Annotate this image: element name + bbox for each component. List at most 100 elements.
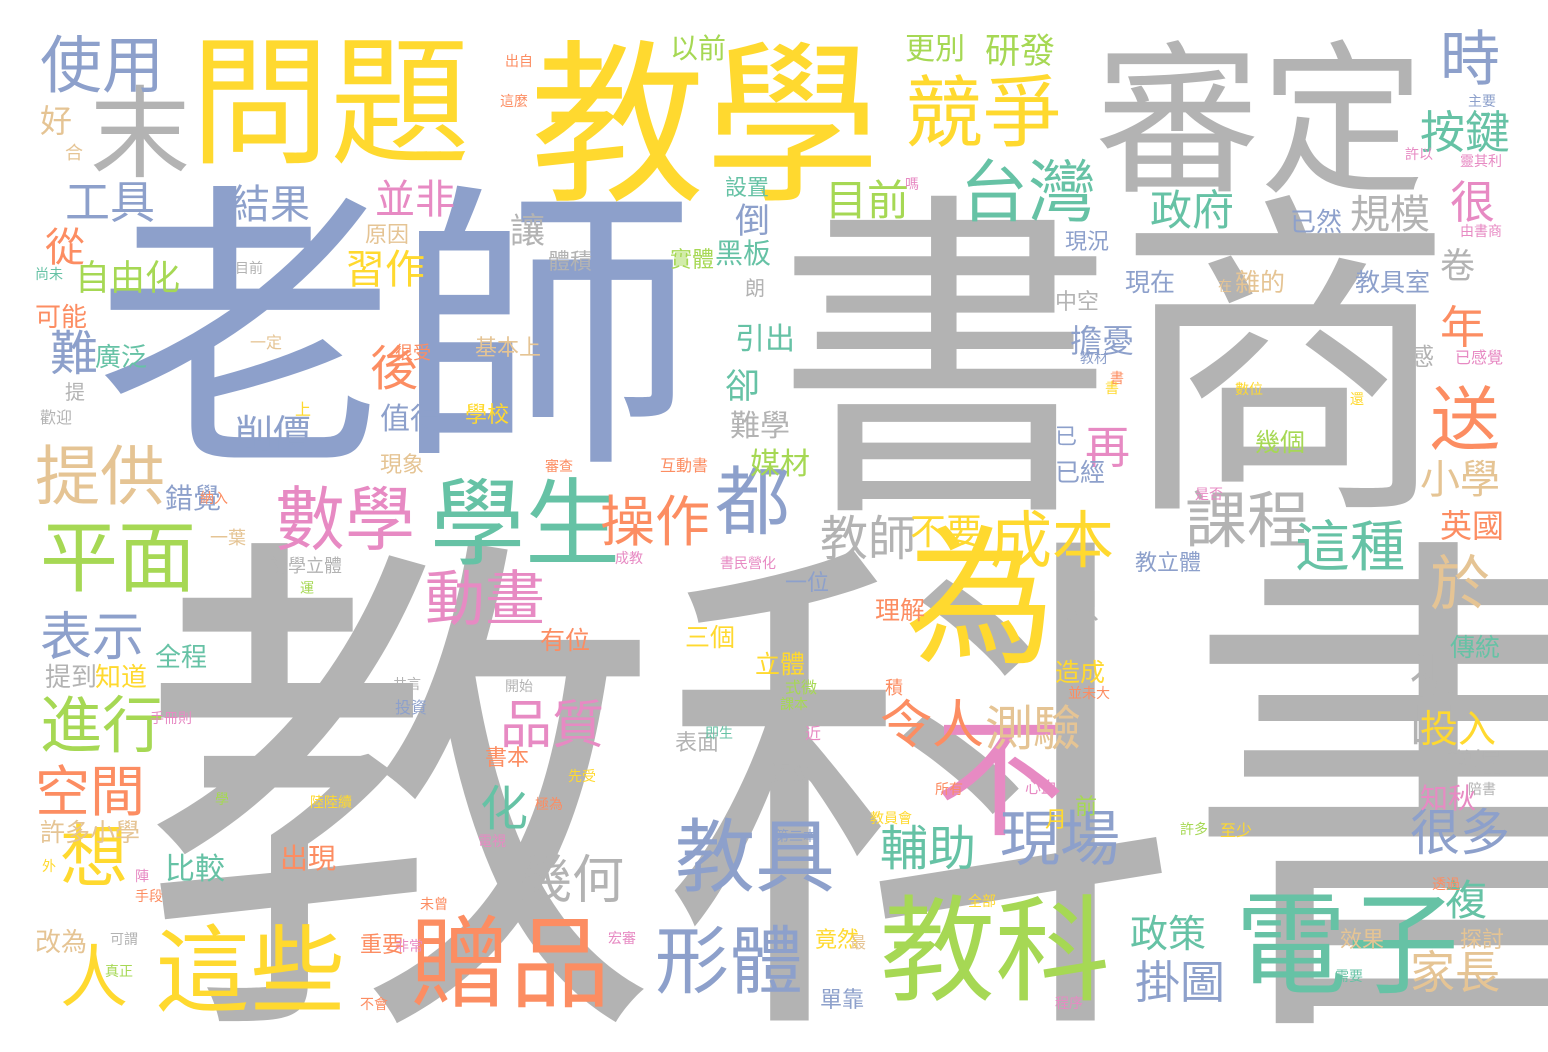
cloud-word: 這麼 bbox=[500, 94, 528, 110]
cloud-word: 學 bbox=[215, 792, 229, 808]
cloud-word: 現場 bbox=[1000, 805, 1120, 875]
cloud-word: 中空 bbox=[1055, 290, 1100, 315]
cloud-word: 時 bbox=[1440, 25, 1500, 95]
cloud-word: 即生 bbox=[705, 726, 733, 742]
cloud-word: 尚未 bbox=[35, 267, 63, 283]
cloud-word: 書本 bbox=[485, 746, 530, 771]
cloud-word: 擔憂 bbox=[1070, 322, 1135, 360]
cloud-word: 式微 bbox=[785, 678, 818, 697]
cloud-word: 比較 bbox=[165, 852, 225, 887]
cloud-word: 家長 bbox=[1410, 946, 1501, 999]
cloud-word: 書 bbox=[1105, 381, 1119, 397]
cloud-word: 工具 bbox=[65, 176, 156, 229]
cloud-word: 數位 bbox=[1235, 382, 1263, 398]
cloud-word: 並未大 bbox=[1068, 686, 1110, 702]
cloud-word: 成本 bbox=[990, 504, 1115, 577]
cloud-word: 知秋 bbox=[1420, 782, 1477, 815]
cloud-word: 表示 bbox=[40, 608, 145, 668]
cloud-word: 教科書 bbox=[140, 497, 1548, 1052]
cloud-word: 陸陸續 bbox=[310, 795, 352, 811]
cloud-word: 許多小學 bbox=[40, 818, 141, 847]
cloud-word: 表面 bbox=[675, 731, 720, 756]
cloud-word: 從 bbox=[45, 225, 85, 271]
cloud-word: 未曾 bbox=[420, 897, 448, 913]
cloud-word: 主要 bbox=[1468, 94, 1496, 110]
cloud-word: 研發 bbox=[985, 32, 1056, 72]
cloud-word: 教具室 bbox=[1355, 268, 1431, 297]
cloud-word: 重要 bbox=[360, 933, 405, 958]
cloud-word: 教科 bbox=[880, 885, 1111, 1019]
cloud-word: 造成 bbox=[1055, 658, 1106, 687]
cloud-word: 化 bbox=[480, 781, 529, 837]
cloud-word: 納入 bbox=[200, 491, 228, 507]
cloud-word: 更別 bbox=[905, 32, 965, 67]
cloud-word: 結果 bbox=[230, 182, 310, 228]
cloud-word: 很受 bbox=[395, 343, 431, 364]
cloud-word: 陪書 bbox=[1468, 782, 1496, 798]
cloud-word: 競爭 bbox=[905, 69, 1062, 159]
cloud-word: 提 bbox=[65, 380, 85, 404]
cloud-word: 以前 bbox=[670, 32, 727, 65]
cloud-word: 許多 bbox=[1180, 822, 1208, 838]
cloud-word: 輔助 bbox=[880, 821, 977, 877]
cloud-word: 效果 bbox=[1340, 928, 1385, 953]
cloud-word: 只 bbox=[1065, 587, 1101, 627]
cloud-word: 朗 bbox=[745, 276, 765, 300]
cloud-word: 自由化 bbox=[75, 259, 181, 299]
cloud-word: 小學 bbox=[1420, 457, 1500, 503]
cloud-word: 初學立體 bbox=[270, 556, 342, 577]
cloud-word: 教具 bbox=[675, 811, 835, 904]
cloud-word: 外 bbox=[42, 859, 56, 875]
cloud-word: 出自 bbox=[505, 54, 533, 70]
cloud-word: 使用 bbox=[40, 29, 165, 102]
cloud-word: 學校 bbox=[465, 403, 510, 428]
cloud-word: 削價 bbox=[235, 412, 312, 456]
cloud-word: 探討 bbox=[1460, 928, 1505, 953]
cloud-word: 竟然 bbox=[815, 928, 860, 953]
cloud-word: 令人 bbox=[880, 696, 985, 756]
cloud-word: 視圖 bbox=[1401, 650, 1457, 746]
cloud-word: 投資 bbox=[395, 698, 428, 717]
cloud-word: 目前 bbox=[235, 261, 263, 277]
cloud-word: 實體 bbox=[670, 248, 715, 273]
cloud-word: 非常 bbox=[395, 939, 423, 955]
cloud-word: 不會 bbox=[360, 997, 388, 1013]
cloud-word: 需要 bbox=[1335, 969, 1363, 985]
cloud-word: 積 bbox=[885, 678, 903, 699]
cloud-word: 提供 bbox=[35, 440, 166, 515]
cloud-word: 黑板 bbox=[715, 237, 772, 270]
cloud-word: 雜的 bbox=[1235, 268, 1286, 297]
cloud-word: 資深 bbox=[770, 763, 815, 788]
cloud-word: 台灣 bbox=[960, 154, 1097, 233]
cloud-word: 為 bbox=[905, 513, 1056, 687]
cloud-word: 測驗 bbox=[985, 701, 1082, 757]
cloud-word: 贈品 bbox=[410, 906, 610, 1023]
cloud-word: 單靠 bbox=[820, 988, 865, 1013]
cloud-word: 全部 bbox=[968, 894, 996, 910]
cloud-word: 三個 bbox=[685, 623, 736, 652]
cloud-word: 至少 bbox=[1220, 821, 1253, 840]
cloud-word: 一位 bbox=[785, 571, 830, 596]
cloud-word: 基本上 bbox=[475, 336, 542, 361]
cloud-word: 一定 bbox=[250, 333, 283, 352]
cloud-word: 媒材 bbox=[750, 447, 810, 482]
cloud-word: 錯覺 bbox=[165, 482, 222, 515]
cloud-word: 人 bbox=[60, 939, 129, 1018]
cloud-word: 電子 bbox=[1235, 881, 1459, 1011]
cloud-word: 先受 bbox=[568, 769, 596, 785]
cloud-word: 月 bbox=[1045, 808, 1068, 833]
cloud-word: 教立體 bbox=[1135, 551, 1202, 576]
cloud-word: 動畫 bbox=[425, 565, 545, 635]
cloud-word: 感 bbox=[1410, 343, 1434, 371]
cloud-word: 都 bbox=[715, 458, 791, 546]
cloud-word: 設置 bbox=[725, 176, 770, 201]
cloud-word: 已 bbox=[1055, 425, 1078, 450]
cloud-word: 書 bbox=[1110, 371, 1124, 387]
cloud-word: 在 bbox=[1218, 279, 1232, 295]
cloud-word: 最 bbox=[850, 933, 867, 952]
cloud-word: 再 bbox=[1085, 421, 1131, 474]
cloud-word: 共言 bbox=[393, 677, 421, 693]
cloud-word: 掌握 bbox=[1445, 747, 1502, 780]
cloud-word: 嗎 bbox=[905, 177, 919, 193]
